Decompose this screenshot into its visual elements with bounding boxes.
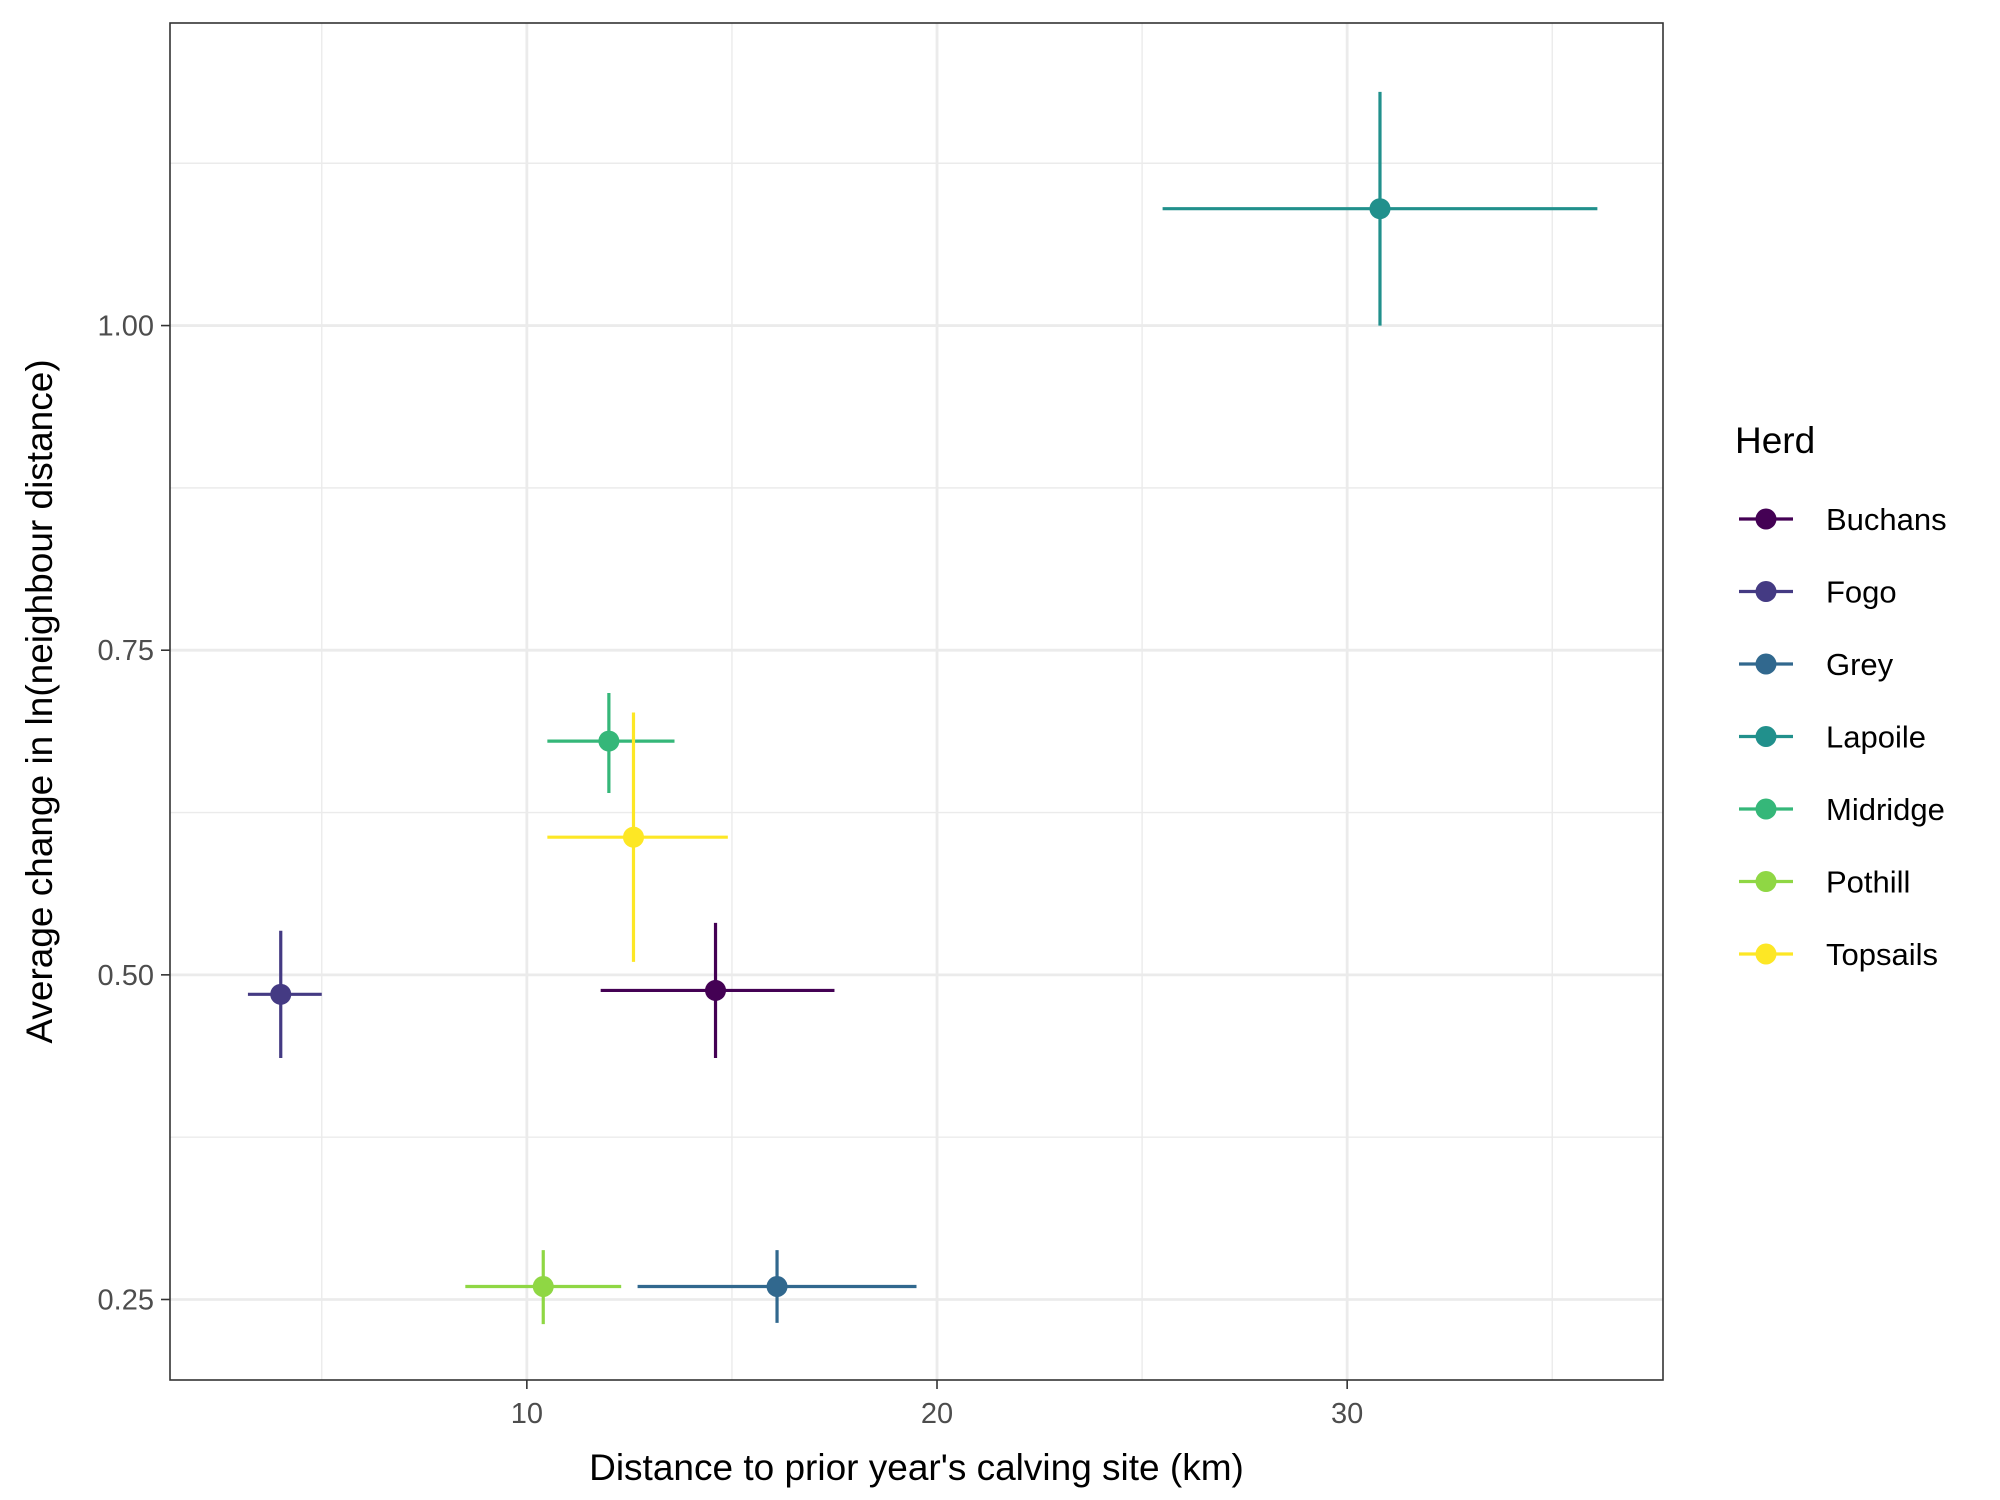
data-point [766,1276,788,1298]
legend-item-grey: Grey [1739,647,1894,682]
legend-key-point [1755,581,1777,602]
axis-ticks [161,324,1348,1389]
y-tick-label: 0.75 [98,635,154,667]
series-fogo [247,930,322,1058]
legend-key-point [1755,943,1777,965]
legend-title: Herd [1735,420,1815,461]
legend: Herd Buchans Fogo Grey Lapoile Midridge Pothi… [1735,420,1947,972]
series-lapoile [1162,91,1598,326]
series-midridge [547,693,675,794]
legend-key-point [1755,653,1777,675]
legend-label: Fogo [1826,575,1897,610]
axis-tick-labels: 10 20 30 0.25 0.50 0.75 1.00 [98,311,1364,1430]
legend-item-buchans: Buchans [1739,502,1947,537]
legend-label: Midridge [1826,792,1945,827]
grid-minor [170,23,1663,1380]
x-tick-label: 20 [921,1398,953,1430]
data-marks [247,91,1598,1325]
legend-key-point [1755,726,1777,747]
data-point [705,979,727,1001]
legend-key-point [1755,871,1777,892]
legend-key-point [1755,798,1777,820]
legend-key-point [1755,508,1777,530]
legend-item-topsails: Topsails [1739,937,1938,972]
legend-item-midridge: Midridge [1739,792,1945,827]
x-tick-label: 30 [1331,1398,1363,1430]
series-topsails [547,712,728,962]
legend-label: Pothill [1826,865,1910,900]
y-tick-label: 0.50 [98,960,154,992]
legend-label: Lapoile [1826,720,1926,755]
series-buchans [600,922,835,1058]
x-tick-label: 10 [511,1398,543,1430]
panel-border [169,22,1664,1381]
y-tick-label: 1.00 [98,311,154,343]
legend-label: Grey [1826,647,1894,682]
data-point [532,1276,554,1298]
data-point [598,730,620,752]
data-point [270,983,292,1005]
x-axis-title: Distance to prior year's calving site (k… [589,1447,1244,1488]
series-grey [637,1250,917,1323]
y-axis-title: Average change in ln(neighbour distance) [19,359,60,1043]
legend-item-lapoile: Lapoile [1739,720,1926,755]
legend-items: Buchans Fogo Grey Lapoile Midridge Pothill Top… [1739,502,1947,972]
series-pothill [465,1250,622,1325]
data-point [622,826,644,848]
legend-item-fogo: Fogo [1739,575,1897,610]
y-tick-label: 0.25 [98,1284,154,1316]
legend-label: Topsails [1826,937,1938,972]
legend-label: Buchans [1826,502,1947,537]
legend-item-pothill: Pothill [1739,865,1910,900]
data-point [1369,198,1391,220]
grid-major [170,23,1663,1380]
